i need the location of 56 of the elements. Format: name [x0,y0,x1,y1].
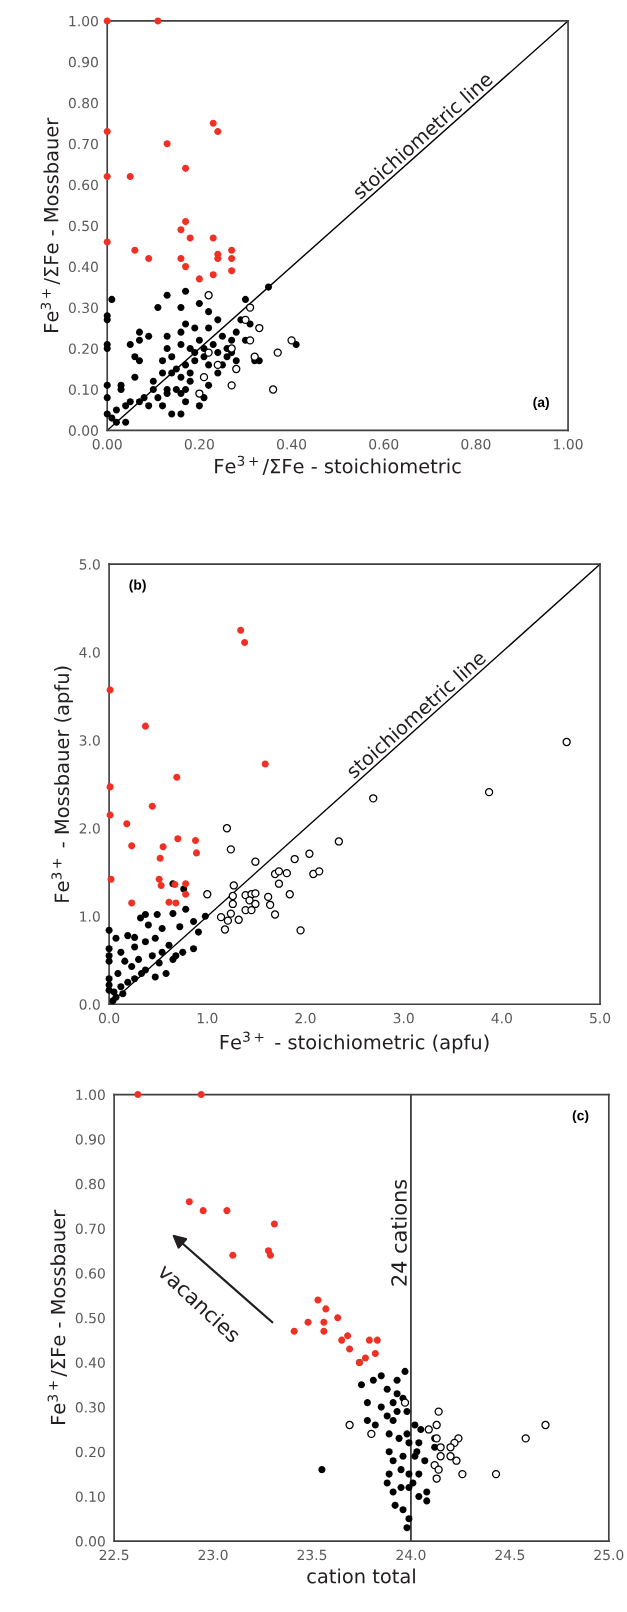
y-tick-label: 4.0 [79,647,100,658]
x-tick-label: 3.0 [393,1012,414,1024]
annotation: (b) [129,579,146,593]
x-axis-title: Fe$^{3+}$/ΣFe - stoichiometric [215,455,461,475]
y-tick-label: 0.30 [75,1402,105,1413]
x-tick-label: 0.80 [461,438,491,450]
y-tick-label: 0.10 [68,384,98,395]
x-tick-label: 1.0 [197,1012,218,1024]
y-tick-label: 1.00 [76,1089,105,1101]
x-tick-label: 23.5 [297,1549,327,1561]
y-tick-label: 0.60 [68,179,98,191]
y-axis-title: Fe$^{3+}$ - Mossbauer (apfu) [51,666,73,902]
x-tick-label: 25.0 [594,1549,624,1561]
x-tick-label: 22.5 [99,1549,129,1561]
y-tick-label: 0.00 [68,425,98,436]
y-tick-label: 0.50 [75,1312,105,1324]
x-tick-label: 0.60 [369,438,399,450]
y-tick-label: 0.10 [75,1491,105,1502]
y-tick-label: 5.0 [79,559,100,570]
y-tick-label: 1.0 [80,911,100,922]
y-tick-label: 0.0 [79,999,100,1010]
x-tick-label: 24.5 [495,1549,525,1561]
x-tick-label: 0.0 [98,1012,120,1024]
x-tick-label: 0.40 [277,438,307,450]
y-tick-label: 0.90 [68,56,98,68]
x-tick-label: 2.0 [295,1012,316,1024]
x-axis-title: Fe$^{3+}$ - stoichiometric (apfu) [220,1031,489,1054]
y-tick-label: 0.20 [68,343,98,354]
x-tick-label: 0.20 [184,438,214,450]
y-tick-label: 2.0 [79,823,100,834]
x-tick-label: 1.00 [554,438,583,450]
y-tick-label: 0.70 [68,138,98,150]
y-tick-label: 0.90 [75,1134,105,1145]
y-axis-title: Fe$^{3+}$/ΣFe - Mossbauer [47,1209,67,1425]
y-tick-label: 0.30 [68,302,98,314]
y-tick-label: 0.00 [75,1536,105,1547]
x-tick-label: 0.00 [92,438,122,450]
x-axis-title: cation total [307,1568,415,1584]
y-tick-label: 1.00 [69,15,98,27]
x-tick-label: 24.0 [396,1549,426,1561]
y-tick-label: 3.0 [79,735,100,746]
y-tick-label: 0.20 [75,1446,105,1458]
y-tick-label: 0.60 [75,1268,105,1279]
x-tick-label: 5.0 [590,1012,611,1024]
y-tick-label: 0.70 [75,1223,105,1234]
x-tick-label: 23.0 [198,1549,228,1561]
ref-line-label: 24 cations [390,1179,407,1286]
y-tick-label: 0.40 [68,261,98,273]
y-tick-label: 0.80 [75,1178,105,1190]
y-tick-label: 0.80 [68,97,98,109]
annotation: (a) [533,396,549,410]
x-tick-label: 4.0 [491,1012,512,1024]
y-axis-title: Fe$^{3+}$/ΣFe - Mossbauer [40,117,61,332]
annotation: (c) [572,1110,589,1124]
y-tick-label: 0.40 [75,1357,105,1368]
y-tick-label: 0.50 [68,220,98,232]
